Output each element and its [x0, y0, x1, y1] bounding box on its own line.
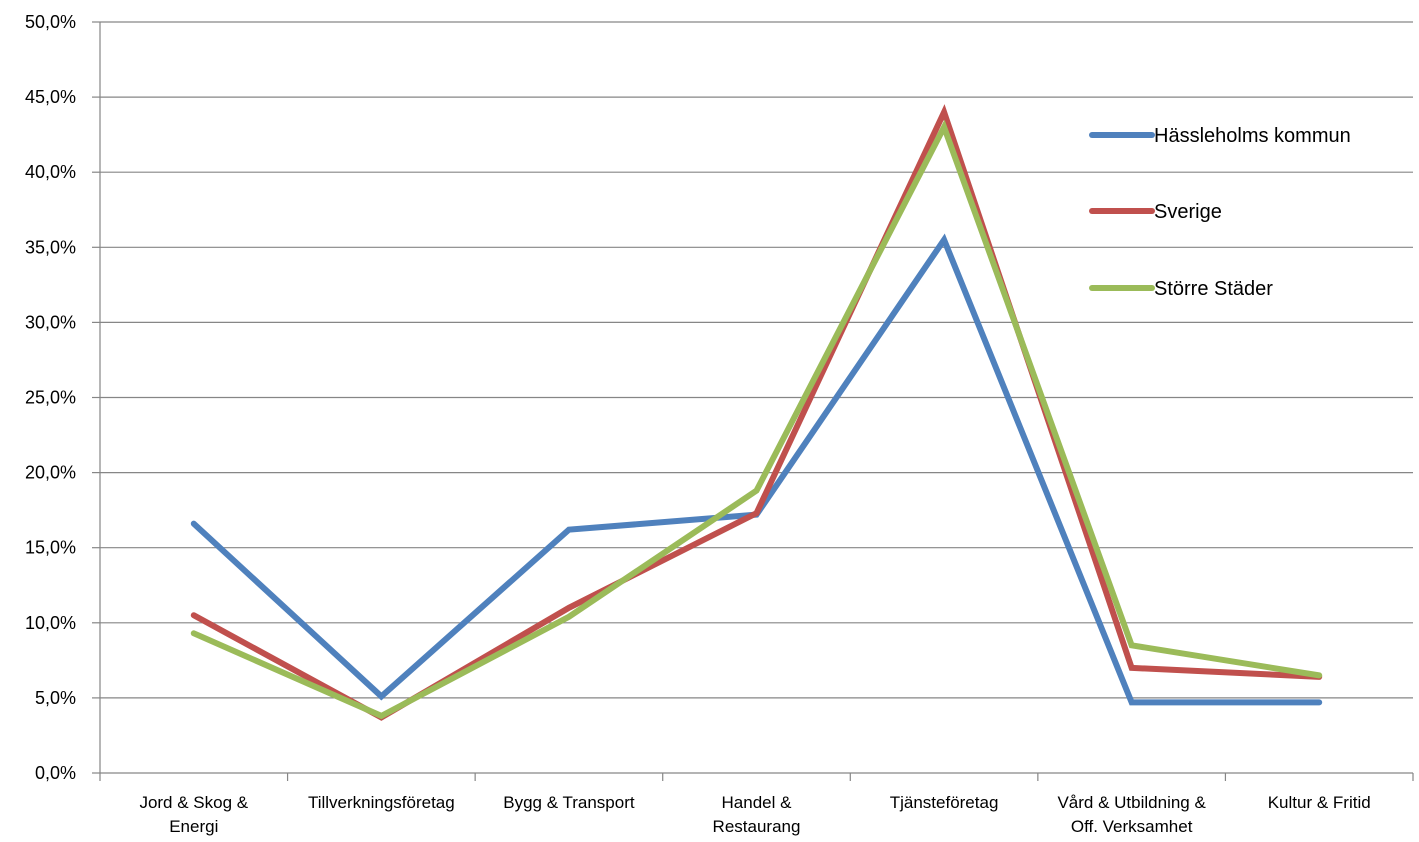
x-tick-label: Bygg & Transport: [503, 793, 635, 812]
x-tick-label: Jord & Skog & Energi: [139, 793, 248, 836]
y-tick-label: 15,0%: [25, 538, 76, 558]
y-tick-label: 10,0%: [25, 613, 76, 633]
legend-label: Hässleholms kommun: [1154, 125, 1351, 147]
y-tick-label: 25,0%: [25, 388, 76, 408]
series-line: [190, 233, 1323, 706]
y-tick-label: 45,0%: [25, 87, 76, 107]
x-tick-label: Kultur & Fritid: [1268, 793, 1371, 812]
y-tick-label: 5,0%: [35, 688, 76, 708]
x-tick-label: Handel & Restaurang: [713, 793, 801, 836]
y-tick-label: 30,0%: [25, 312, 76, 332]
y-tick-label: 35,0%: [25, 237, 76, 257]
y-tick-label: 0,0%: [35, 763, 76, 783]
series-line: [190, 119, 1323, 720]
legend-label: Större Städer: [1154, 278, 1273, 300]
y-tick-label: 40,0%: [25, 162, 76, 182]
y-tick-label: 50,0%: [25, 12, 76, 32]
x-tick-label: Tjänsteföretag: [890, 793, 999, 812]
x-tick-label: Vård & Utbildning & Off. Verksamhet: [1057, 793, 1206, 836]
legend-label: Sverige: [1154, 201, 1222, 223]
series-line: [190, 104, 1323, 721]
y-tick-label: 20,0%: [25, 463, 76, 483]
x-tick-label: Tillverkningsföretag: [308, 793, 455, 812]
